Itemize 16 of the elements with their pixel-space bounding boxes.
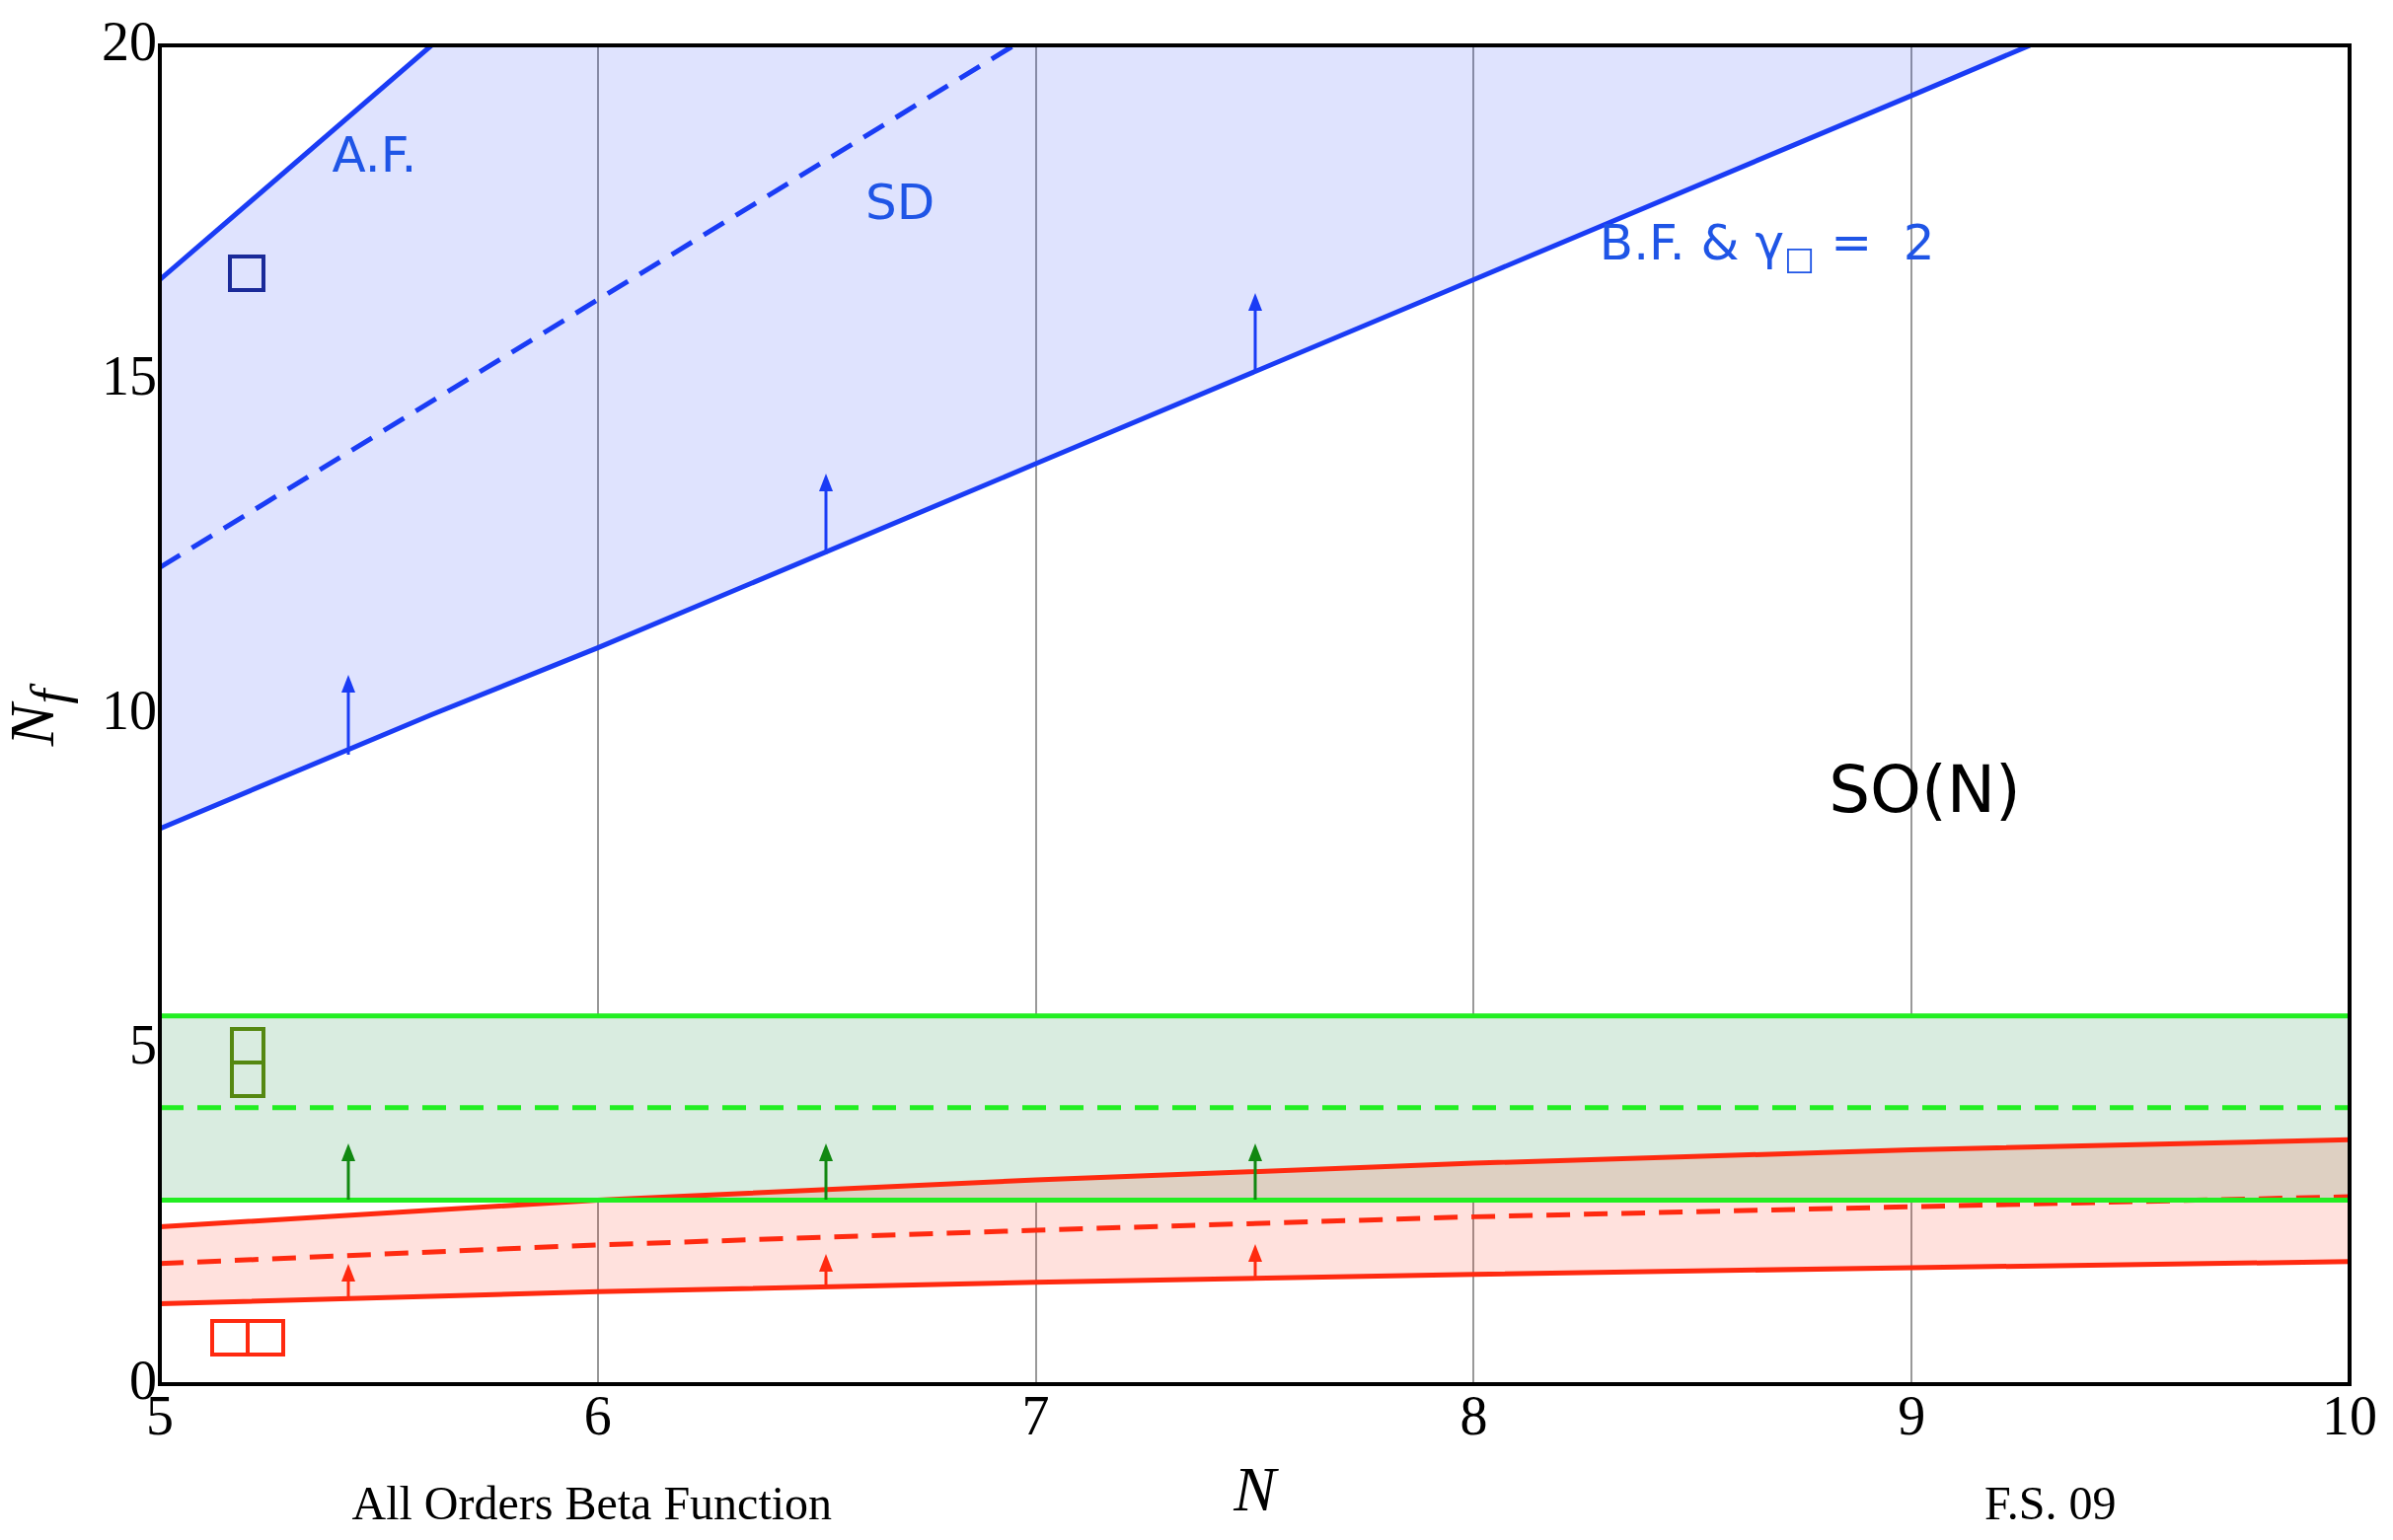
x-tick-label: 7 — [1021, 1385, 1050, 1447]
x-axis-title: N — [1233, 1454, 1280, 1525]
text: SO(N) — [1829, 752, 2021, 829]
annotation: SD — [864, 173, 935, 231]
y-tick-label: 15 — [102, 344, 157, 406]
annotation: A.F. — [332, 126, 417, 184]
text: F.S. 09 — [1984, 1476, 2117, 1530]
x-tick-label: 8 — [1459, 1385, 1488, 1447]
x-tick-label: 9 — [1898, 1385, 1926, 1447]
annotation: B.F. & γ□ = 2 — [1599, 213, 1935, 278]
x-tick-label: 6 — [583, 1385, 612, 1447]
y-tick-label: 20 — [102, 10, 157, 72]
y-tick-label: 5 — [129, 1014, 157, 1076]
y-tick-label: 10 — [102, 680, 157, 742]
x-tick-label: 10 — [2322, 1385, 2377, 1447]
text: All Orders Beta Function — [351, 1476, 833, 1530]
